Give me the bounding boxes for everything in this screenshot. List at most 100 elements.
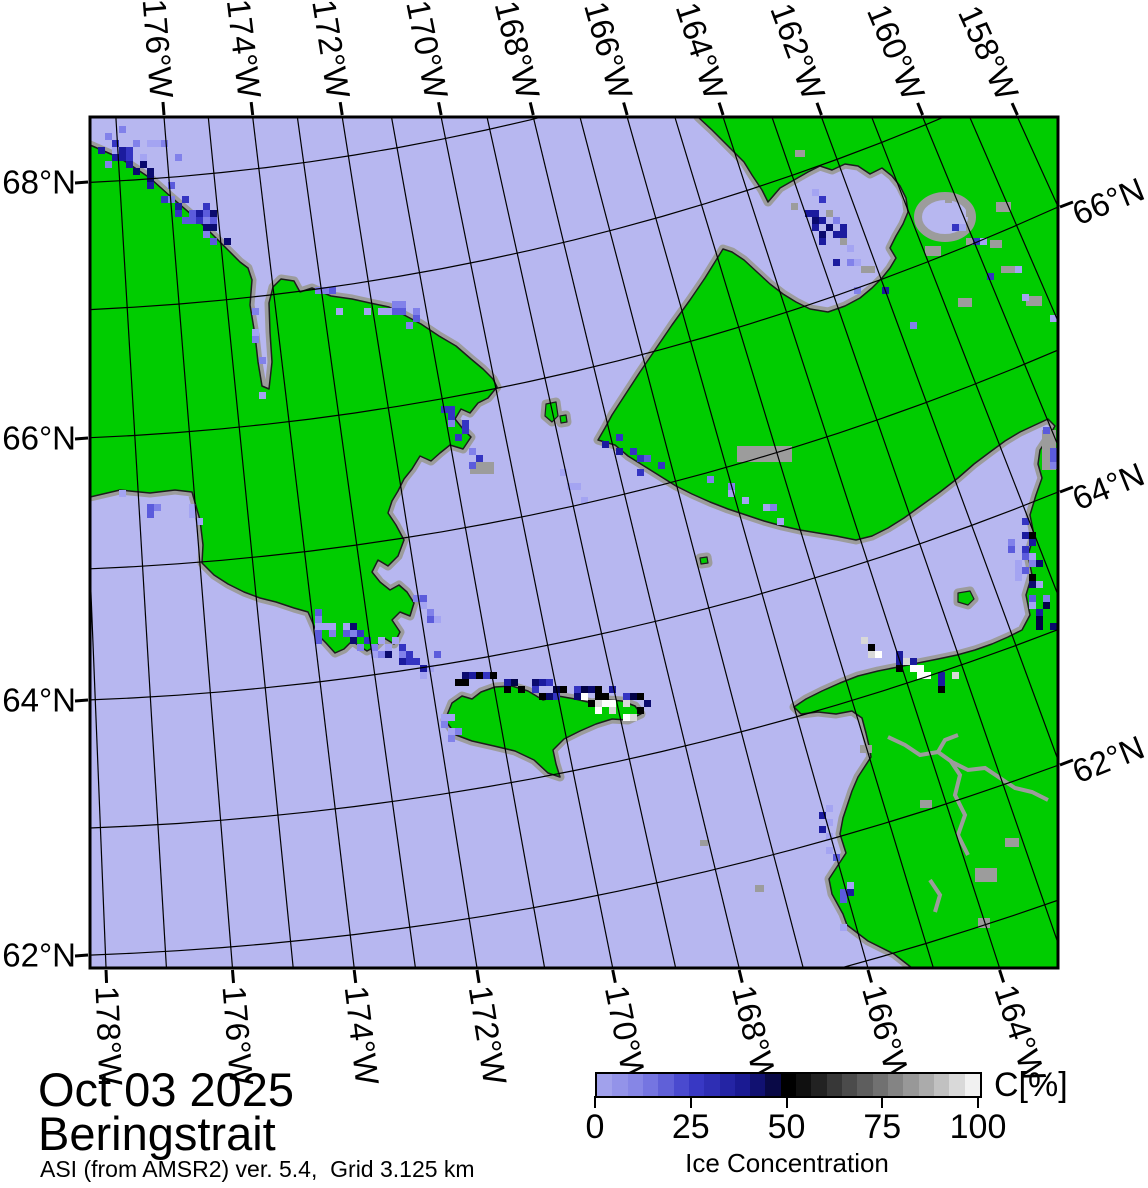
ice-pixel xyxy=(637,469,644,476)
colorbar-tick-label: 50 xyxy=(767,1108,806,1146)
colorbar-step xyxy=(857,1074,873,1096)
ice-pixel xyxy=(392,301,399,308)
meridian-line xyxy=(90,553,107,968)
river-squiggle xyxy=(928,878,943,913)
ice-pixel xyxy=(875,651,882,658)
ice-pixel xyxy=(938,679,945,686)
meridian-line xyxy=(341,117,478,968)
ice-pixel xyxy=(203,203,210,210)
ice-pixel xyxy=(126,147,133,154)
ice-pixel xyxy=(189,504,196,511)
colorbar-step xyxy=(627,1074,643,1096)
colorbar-step xyxy=(933,1074,950,1096)
ice-pixel xyxy=(623,714,630,721)
ice-pixel xyxy=(406,651,413,658)
ice-pixel xyxy=(819,812,826,819)
ice-pixel xyxy=(448,728,455,735)
axis-ticks xyxy=(74,101,1074,984)
ice-pixel xyxy=(448,714,455,721)
ice-pixel xyxy=(336,308,343,315)
ice-pixel xyxy=(364,637,371,644)
ice-pixel xyxy=(1008,539,1015,546)
ice-pixel xyxy=(581,686,588,693)
ice-pixel xyxy=(868,266,875,273)
ice-pixel xyxy=(147,182,154,189)
colorbar-step xyxy=(918,1074,934,1096)
small-island xyxy=(699,556,709,565)
ice-pixel xyxy=(161,140,168,147)
ice-pixel xyxy=(952,672,959,679)
ice-pixel xyxy=(434,616,441,623)
meridian-line xyxy=(296,117,417,968)
meridian-line xyxy=(626,117,869,968)
ice-pixel xyxy=(147,511,154,518)
ice-pixel xyxy=(189,511,196,518)
colorbar-tick-mark xyxy=(785,1096,788,1108)
ice-pixel xyxy=(259,392,266,399)
ice-pixel xyxy=(203,231,210,238)
ice-pixel xyxy=(644,455,651,462)
ice-pixel xyxy=(203,217,210,224)
ice-pixel xyxy=(385,308,392,315)
ice-pixel xyxy=(371,651,378,658)
ice-pixel xyxy=(924,672,931,679)
colorbar-unit-label: C[%] xyxy=(994,1066,1068,1104)
ice-pixel xyxy=(511,679,518,686)
date-title: Oct 03 2025 xyxy=(38,1063,295,1116)
ice-pixel xyxy=(581,497,588,504)
ice-pixel xyxy=(203,210,210,217)
ice-pixel xyxy=(147,168,154,175)
ice-pixel xyxy=(1043,427,1050,434)
ice-pixel xyxy=(805,210,812,217)
ice-pixel xyxy=(462,679,469,686)
ice-pixel xyxy=(812,210,819,217)
ice-pixel xyxy=(812,189,819,196)
ice-pixel xyxy=(938,686,945,693)
colorbar-tick-mark xyxy=(881,1096,884,1108)
river-squiggle xyxy=(948,758,970,856)
ice-pixel xyxy=(847,259,854,266)
ice-pixel xyxy=(406,658,413,665)
ice-pixel xyxy=(826,819,833,826)
ice-pixel xyxy=(623,700,630,707)
ice-pixel xyxy=(252,329,259,336)
gray-patch xyxy=(975,868,997,882)
ice-pixel xyxy=(791,203,798,210)
ice-pixel xyxy=(413,658,420,665)
ice-pixel xyxy=(1022,546,1029,553)
ice-pixel xyxy=(441,714,448,721)
ice-pixel xyxy=(742,497,749,504)
ice-pixel xyxy=(399,301,406,308)
ice-pixel xyxy=(917,665,924,672)
axis-label: 66°N xyxy=(2,419,76,457)
ice-pixel xyxy=(637,455,644,462)
meridian-line xyxy=(486,117,677,968)
ice-pixel xyxy=(819,826,826,833)
meridian-line xyxy=(871,117,1058,597)
axis-label: 176°W xyxy=(135,0,181,100)
ice-pixel xyxy=(105,133,112,140)
ice-pixel xyxy=(532,686,539,693)
ice-pixel xyxy=(896,651,903,658)
source-caption: ASI (from AMSR2) ver. 5.4, Grid 3.125 km xyxy=(40,1156,475,1182)
colorbar-step xyxy=(688,1074,705,1096)
meridian-line xyxy=(674,117,934,968)
colorbar-tick-label: 25 xyxy=(671,1108,710,1146)
ice-pixel xyxy=(840,889,847,896)
colorbar-step xyxy=(811,1074,827,1096)
ice-pixel xyxy=(595,686,602,693)
ice-pixel xyxy=(518,686,525,693)
meridian-line xyxy=(969,117,1058,323)
gray-patch xyxy=(737,446,792,462)
ice-pixel xyxy=(630,714,637,721)
colorbar-step xyxy=(612,1074,628,1096)
ice-pixel xyxy=(539,679,546,686)
ice-pixel xyxy=(252,336,259,343)
colorbar-step xyxy=(658,1074,674,1096)
ice-pixel xyxy=(1015,560,1022,567)
ice-pixel xyxy=(1029,595,1036,602)
gray-patch xyxy=(925,246,941,256)
ice-pixel xyxy=(1050,623,1057,630)
ice-pixel xyxy=(1029,574,1036,581)
